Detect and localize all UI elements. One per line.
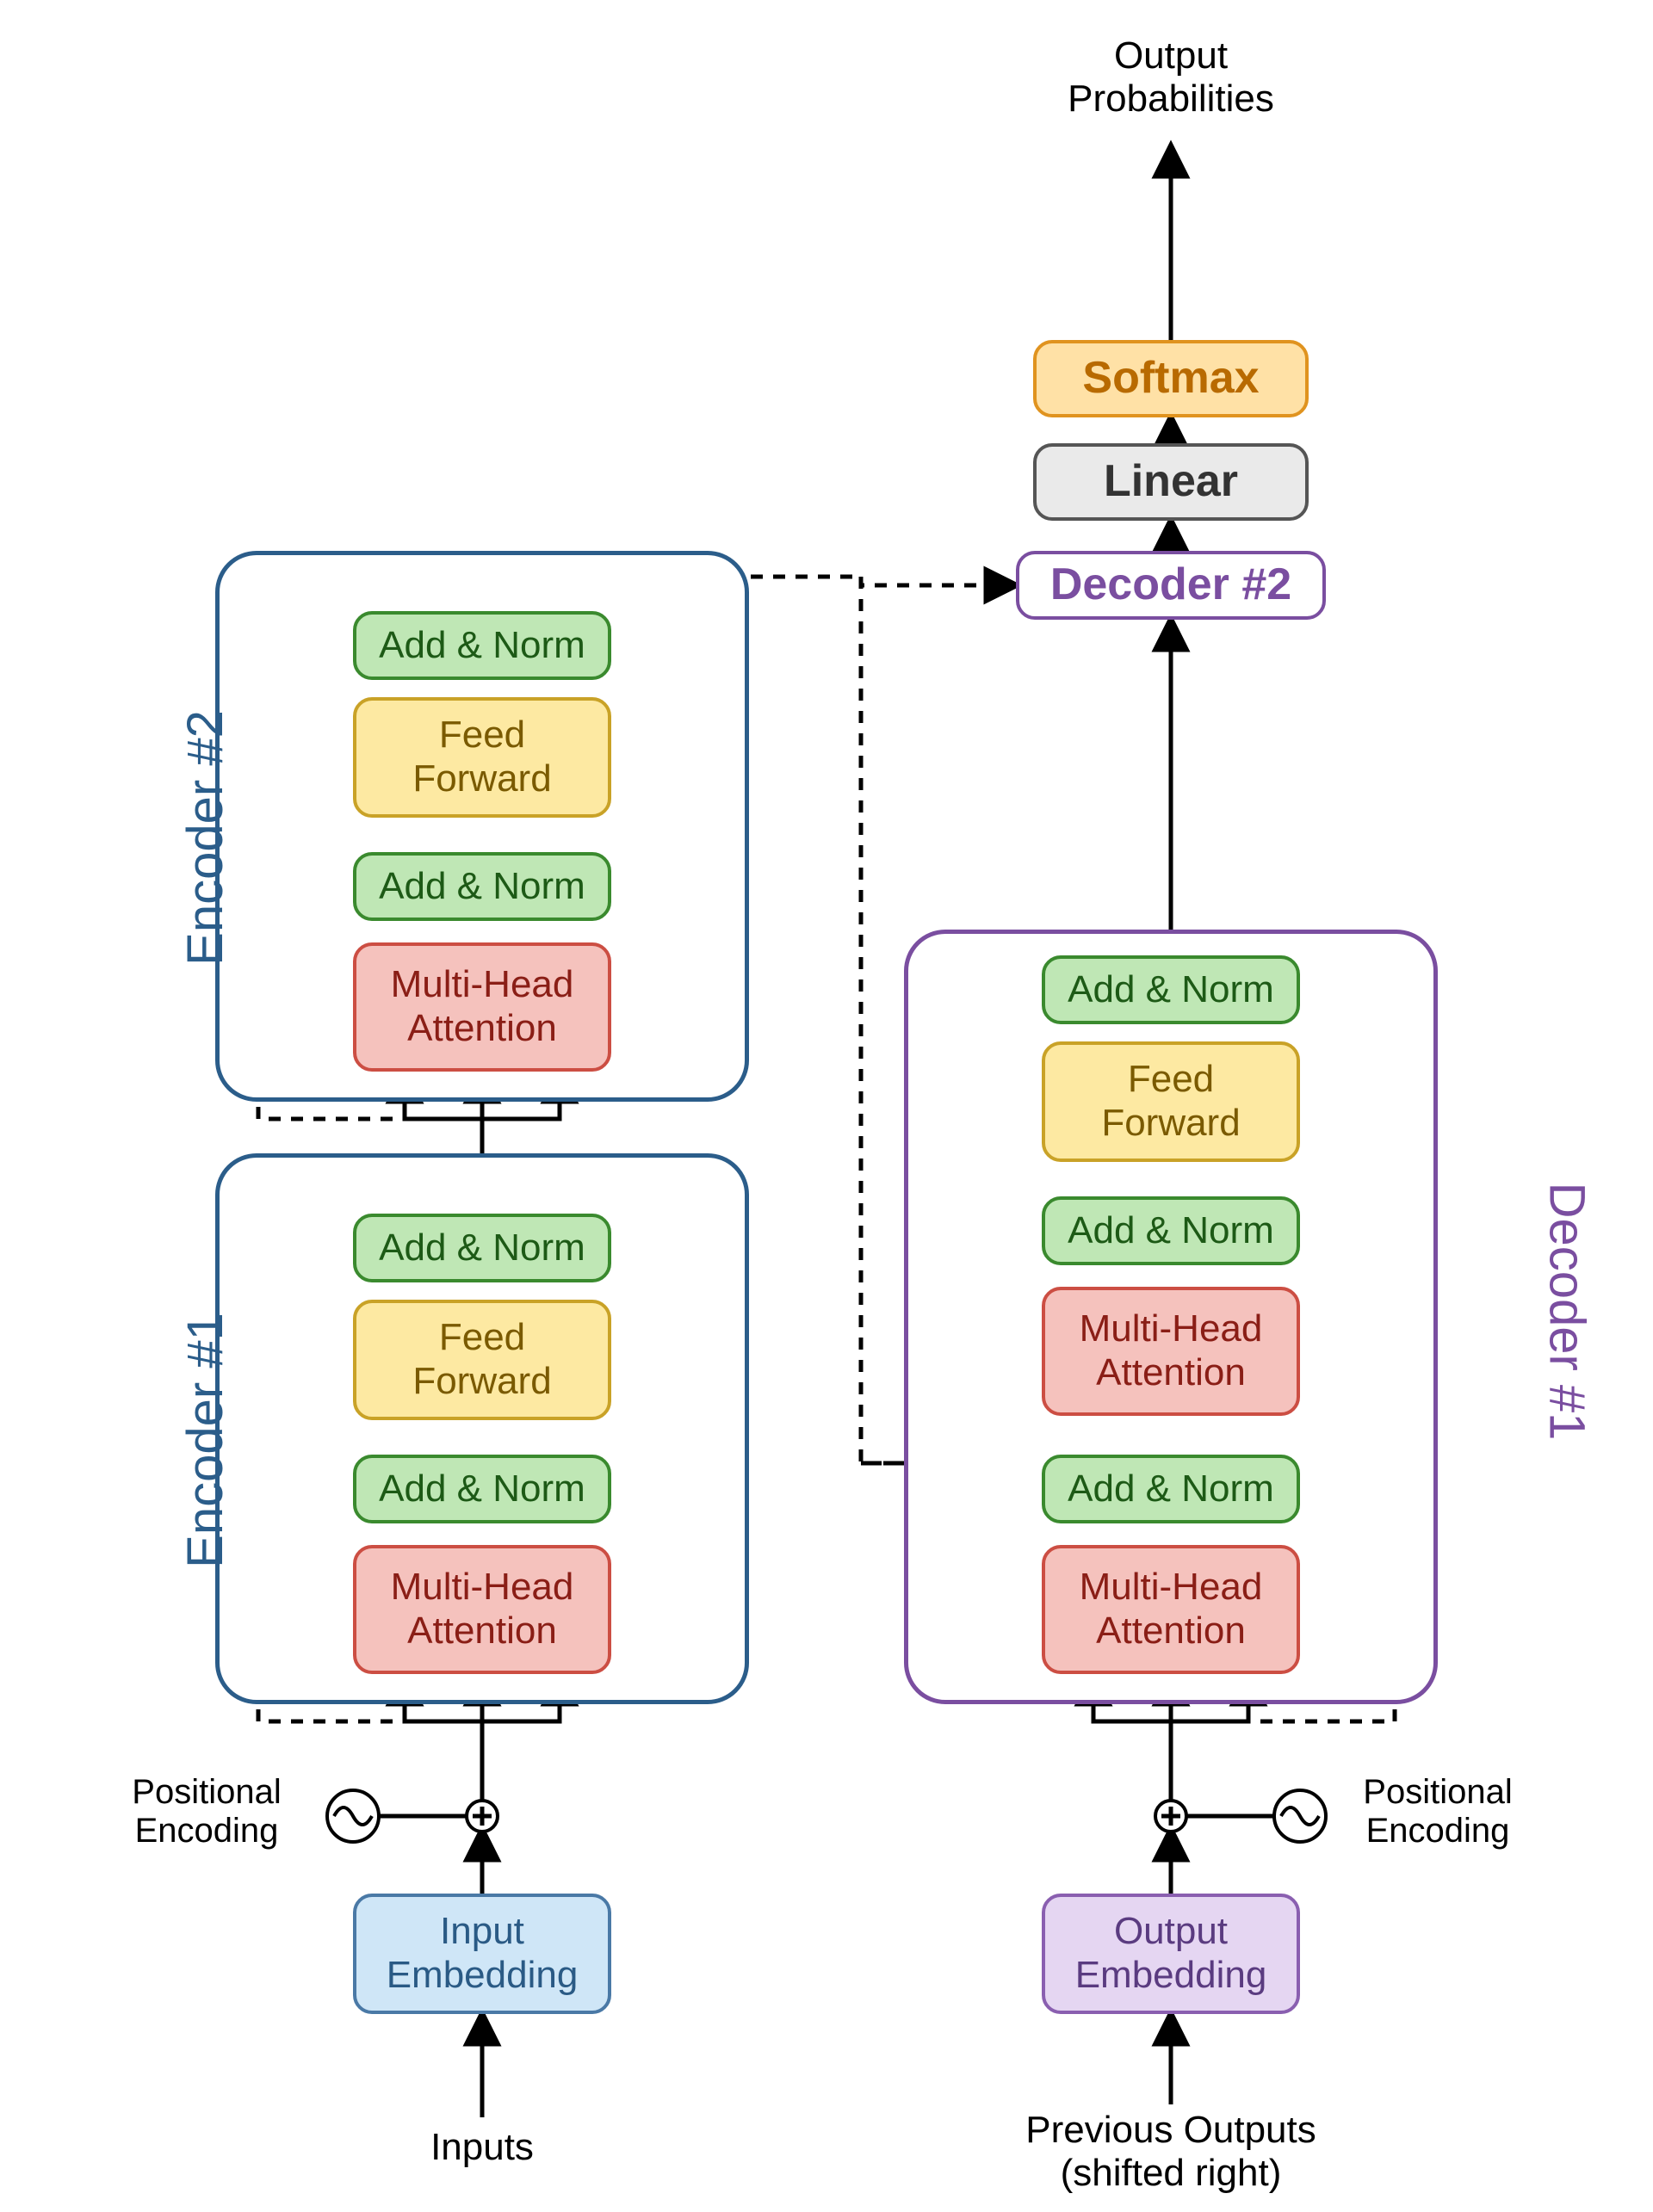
encoder2-addnorm1-block: Add & Norm bbox=[353, 852, 611, 921]
encoder2-mha-block: Multi-HeadAttention bbox=[353, 942, 611, 1072]
encoder-2-label: Encoder #2 bbox=[176, 710, 234, 966]
decoder1-cross-mha-block: Multi-HeadAttention bbox=[1042, 1287, 1300, 1416]
encoder1-mha-block: Multi-HeadAttention bbox=[353, 1545, 611, 1674]
encoder1-addnorm1-block: Add & Norm bbox=[353, 1455, 611, 1523]
decoder-1-label: Decoder #1 bbox=[1538, 1183, 1595, 1441]
encoder-1-label: Encoder #1 bbox=[176, 1313, 234, 1568]
encoder1-addnorm2-block: Add & Norm bbox=[353, 1214, 611, 1282]
encoder2-addnorm2-block: Add & Norm bbox=[353, 611, 611, 680]
encoder1-ff-block: FeedForward bbox=[353, 1300, 611, 1420]
previous-outputs-label: Previous Outputs(shifted right) bbox=[981, 2109, 1360, 2195]
positional-encoding-label-left: PositionalEncoding bbox=[112, 1773, 301, 1851]
decoder-2-block: Decoder #2 bbox=[1016, 551, 1326, 620]
decoder1-masked-mha-block: Multi-HeadAttention bbox=[1042, 1545, 1300, 1674]
decoder1-addnorm1-block: Add & Norm bbox=[1042, 1455, 1300, 1523]
transformer-diagram: Encoder #1 Encoder #2 Decoder #1 OutputP… bbox=[0, 0, 1653, 2212]
positional-encoding-label-right: PositionalEncoding bbox=[1343, 1773, 1532, 1851]
linear-block: Linear bbox=[1033, 443, 1309, 521]
decoder1-addnorm3-block: Add & Norm bbox=[1042, 955, 1300, 1024]
decoder1-ff-block: FeedForward bbox=[1042, 1041, 1300, 1162]
encoder2-ff-block: FeedForward bbox=[353, 697, 611, 818]
softmax-block: Softmax bbox=[1033, 340, 1309, 417]
input-embedding-block: InputEmbedding bbox=[353, 1894, 611, 2014]
decoder1-addnorm2-block: Add & Norm bbox=[1042, 1196, 1300, 1265]
output-probabilities-label: OutputProbabilities bbox=[999, 34, 1343, 120]
inputs-label: Inputs bbox=[396, 2126, 568, 2169]
output-embedding-block: OutputEmbedding bbox=[1042, 1894, 1300, 2014]
